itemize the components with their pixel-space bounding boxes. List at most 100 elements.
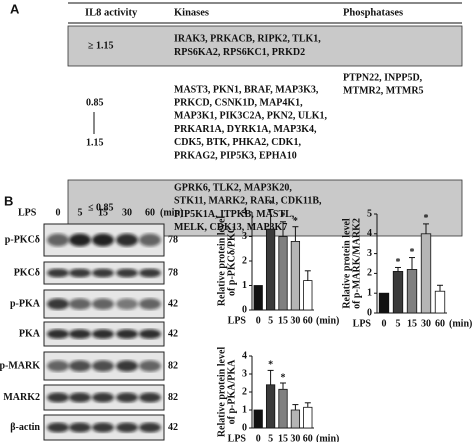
error-bar xyxy=(280,221,286,237)
error-bar xyxy=(267,209,274,230)
blot-band xyxy=(69,360,91,372)
blot-name: β-actin xyxy=(10,422,40,433)
table-header: IL8 activity xyxy=(85,7,138,18)
error-bar xyxy=(409,257,415,270)
y-tick-label: 1 xyxy=(242,280,247,291)
y-tick-label: 2 xyxy=(242,386,247,397)
y-tick-label: 0 xyxy=(242,304,247,315)
y-tick-label: 1 xyxy=(242,404,247,415)
table-cell: CDK5, BTK, PHKA2, CDK1, xyxy=(174,137,301,148)
blot-band xyxy=(92,329,114,339)
bar xyxy=(265,384,276,429)
blot-band xyxy=(69,422,91,433)
significance-mark: * xyxy=(410,247,415,258)
x-unit-label: (min) xyxy=(449,318,472,329)
blot-name: PKA xyxy=(19,328,41,339)
table-header: Kinases xyxy=(174,7,209,18)
x-tick-label: 5 xyxy=(268,315,273,326)
blot-band xyxy=(69,298,91,310)
lane-label: 60 xyxy=(145,207,155,218)
blot-kda: 82 xyxy=(168,360,178,371)
error-bar xyxy=(304,402,311,408)
x-tick-label: 5 xyxy=(268,433,273,442)
table-cell: MTMR2, MTMR5 xyxy=(343,85,424,96)
table-cell: PRKAG2, PIP5K3, EPHA10 xyxy=(174,150,297,161)
blot-band xyxy=(139,233,161,247)
blot-band xyxy=(116,392,138,403)
error-bar xyxy=(395,266,401,272)
bar xyxy=(392,271,404,314)
significance-mark: * xyxy=(268,360,273,371)
blot-band xyxy=(116,298,138,310)
significance-mark: * xyxy=(293,216,298,227)
blot-kda: 78 xyxy=(168,234,178,245)
lane-label: 5 xyxy=(78,207,83,218)
table-cell: MAP3K1, PIK3C2A, PKN2, ULK1, xyxy=(174,111,328,122)
blot-name: p-MARK xyxy=(0,360,40,371)
significance-mark: * xyxy=(281,211,286,222)
blot-kda: 78 xyxy=(168,267,178,278)
significance-mark: * xyxy=(396,257,401,268)
y-tick-label: 4 xyxy=(367,228,372,239)
x-unit-label: (min) xyxy=(316,315,339,326)
blot-band xyxy=(116,360,138,372)
x-tick-label: 0 xyxy=(382,318,387,329)
x-tick-label: 15 xyxy=(278,315,288,326)
y-tick-label: 0 xyxy=(367,307,372,318)
blot-name: PKCδ xyxy=(14,267,40,278)
blot-band xyxy=(92,268,114,278)
error-bar xyxy=(292,226,299,242)
lane-label: 0 xyxy=(56,207,61,218)
x-tick-label: 60 xyxy=(303,315,313,326)
x-tick-label: 30 xyxy=(290,315,300,326)
x-tick-label: 15 xyxy=(278,433,288,442)
blot-band xyxy=(116,329,138,339)
blot-band xyxy=(116,233,138,247)
table-cell: PTPN22, INPP5D, xyxy=(343,72,423,83)
y-tick-label: 3 xyxy=(242,231,247,242)
x-tick-label: 30 xyxy=(290,433,300,442)
blot-kda: 82 xyxy=(168,392,178,403)
error-bar xyxy=(423,223,429,234)
blot-band xyxy=(92,360,114,372)
y-axis-label: Relative protein level xyxy=(216,347,227,438)
blot-band xyxy=(139,298,161,310)
x-tick-label: 15 xyxy=(407,318,417,329)
blot-name: MARK2 xyxy=(3,392,40,403)
y-axis-label: Relative protein level xyxy=(341,218,352,309)
panel-label: B xyxy=(4,193,13,208)
table-cell: IRAK3, PRKACB, RIPK2, TLK1, xyxy=(174,34,321,45)
significance-mark: * xyxy=(268,199,273,210)
bar xyxy=(406,269,418,314)
table-header: Phosphatases xyxy=(343,7,403,18)
table-cell: PRKCD, CSNK1D, MAP4K1, xyxy=(174,97,303,108)
blot-band xyxy=(47,233,69,247)
blot-band xyxy=(92,422,114,433)
table-cell: MAST3, PKN1, BRAF, MAP3K3, xyxy=(174,84,319,95)
x-tick-label: 0 xyxy=(256,315,261,326)
significance-mark: * xyxy=(281,372,286,383)
blot-band xyxy=(47,360,69,372)
blot-band xyxy=(139,392,161,403)
y-tick-label: 0 xyxy=(242,422,247,433)
y-tick-label: 4 xyxy=(242,206,247,217)
blot-band xyxy=(92,392,114,403)
table-cell: PRKAR1A, DYRK1A, MAP3K4, xyxy=(174,124,317,135)
bar xyxy=(303,280,313,311)
blot-kda: 42 xyxy=(168,422,178,433)
table-cell: 0.85 xyxy=(86,97,104,108)
panel-label: A xyxy=(10,1,20,16)
table-cell: RPS6KA2, RPS6KC1, PRKD2 xyxy=(174,47,305,58)
lps-label: LPS xyxy=(18,207,37,218)
blot-band xyxy=(69,233,91,247)
table-cell: PIP5K1A, ITPKB, MASTL, xyxy=(174,209,295,220)
y-tick-label: 2 xyxy=(242,255,247,266)
bar xyxy=(290,409,301,429)
x-axis-label: LPS xyxy=(353,318,372,329)
table-row-bg xyxy=(67,25,463,67)
blot-band xyxy=(116,268,138,278)
x-tick-label: 5 xyxy=(396,318,401,329)
x-tick-label: 0 xyxy=(256,433,261,442)
y-tick-label: 3 xyxy=(367,248,372,259)
